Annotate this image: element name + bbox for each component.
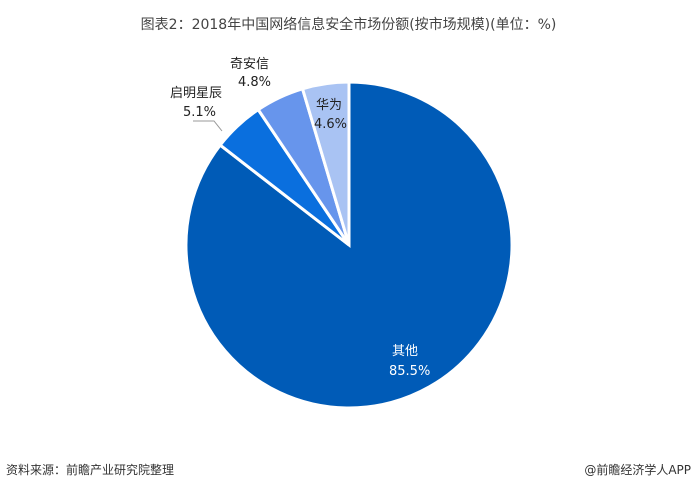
value-qianxin: 4.8% xyxy=(238,75,271,90)
label-qiming: 启明星辰 xyxy=(170,86,222,101)
value-qiming: 5.1% xyxy=(183,105,216,120)
value-other: 85.5% xyxy=(389,364,430,379)
value-huawei: 4.6% xyxy=(314,117,347,132)
credit: @前瞻经济学人APP xyxy=(584,463,691,477)
leader-line xyxy=(193,120,223,132)
source-note: 资料来源：前瞻产业研究院整理 xyxy=(6,463,175,477)
label-huawei: 华为 xyxy=(316,98,342,113)
pie-slice-0 xyxy=(184,80,514,410)
label-qianxin: 奇安信 xyxy=(230,56,269,72)
pie-slice-3 xyxy=(300,80,351,246)
chart-title: 图表2：2018年中国网络信息安全市场份额(按市场规模)(单位：%) xyxy=(140,17,557,33)
label-other: 其他 xyxy=(392,344,418,359)
